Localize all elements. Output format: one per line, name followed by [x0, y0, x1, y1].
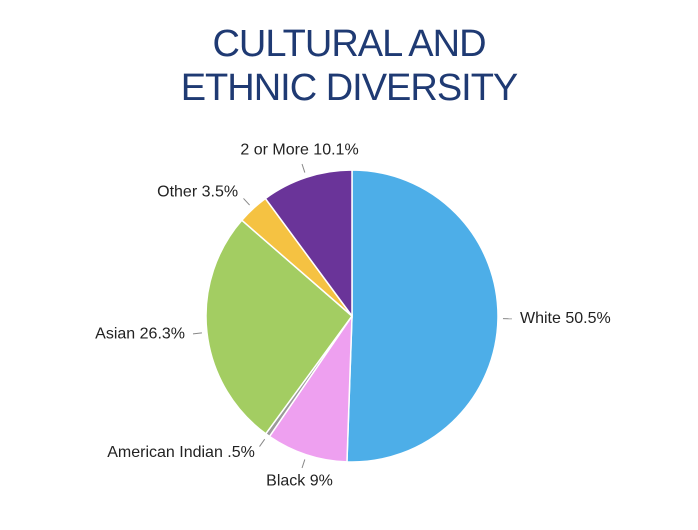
leader-line [259, 438, 266, 447]
leader-line [301, 459, 306, 469]
pie-slice [205, 219, 354, 435]
leader-line [243, 198, 250, 206]
slice-label: White 50.5% [520, 310, 611, 327]
value-label: 50.5% [565, 310, 610, 327]
category-label: Other [157, 184, 198, 201]
value-label: 26.3% [140, 326, 185, 343]
leader-line [192, 332, 202, 335]
slice-label: Asian 26.3% [95, 326, 185, 343]
value-label: 3.5% [202, 184, 238, 201]
value-label: 10.1% [313, 142, 358, 159]
category-label: White [520, 310, 561, 327]
category-label: 2 or More [240, 142, 309, 159]
category-label: Asian [95, 326, 135, 343]
category-label: American Indian [107, 444, 223, 461]
pie-slice [268, 313, 353, 463]
slice-label: Other 3.5% [157, 184, 238, 201]
slice-label: American Indian .5% [107, 444, 255, 461]
slice-label: 2 or More 10.1% [240, 142, 358, 159]
value-label: .5% [227, 444, 255, 461]
category-label: Black [266, 473, 306, 490]
value-label: 9% [310, 473, 333, 490]
chart-title: CULTURAL AND ETHNIC DIVERSITY [180, 23, 519, 109]
leader-line [301, 163, 306, 173]
pie-slice [264, 169, 353, 319]
slice-label: Black 9% [266, 473, 333, 490]
pie-slice [346, 169, 499, 463]
